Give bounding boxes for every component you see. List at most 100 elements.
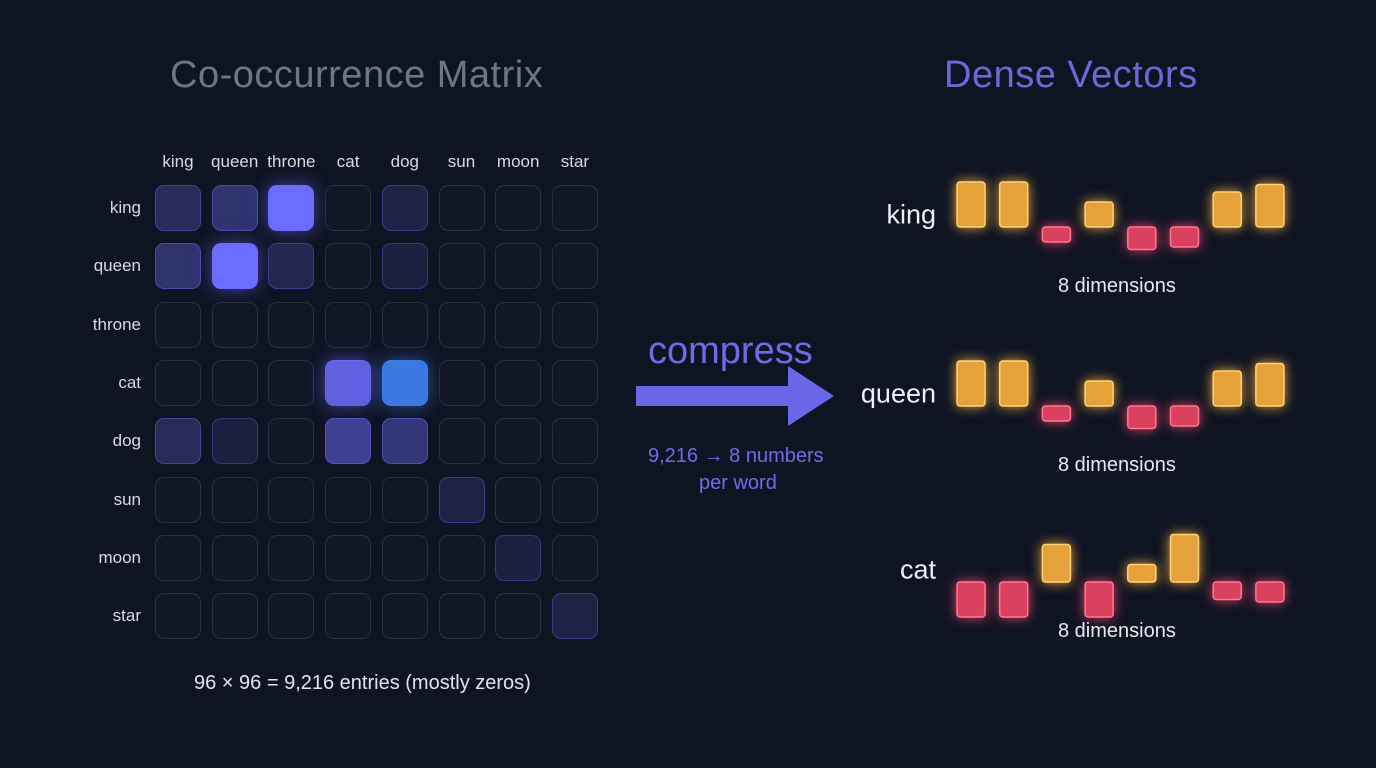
matrix-cell	[268, 418, 315, 465]
matrix-cell	[155, 359, 201, 406]
matrix-cell	[495, 476, 542, 523]
matrix-cell	[495, 534, 542, 581]
column-label-dog: dog	[390, 152, 419, 171]
matrix-cell	[551, 185, 598, 231]
vector-bar	[1127, 226, 1157, 251]
vector-bar	[1212, 370, 1242, 407]
matrix-cell	[381, 359, 428, 406]
matrix-cell	[268, 534, 315, 581]
vector-bar	[998, 181, 1029, 228]
matrix-cell	[211, 301, 258, 348]
vector-word-queen: queen	[860, 378, 936, 409]
matrix-cell	[381, 185, 428, 231]
vector-bar	[956, 360, 986, 407]
matrix-cell	[551, 593, 598, 640]
matrix-cell	[495, 185, 542, 231]
matrix-caption: 96 × 96 = 9,216 entries (mostly zeros)	[194, 672, 531, 694]
matrix-cell	[325, 476, 372, 523]
vector-bar	[1255, 362, 1285, 407]
matrix-cell	[325, 243, 372, 290]
row-label-queen: queen	[93, 256, 141, 276]
matrix-cell	[438, 359, 485, 406]
matrix-cell	[551, 301, 598, 348]
vector-bar	[1169, 405, 1200, 427]
vector-bar	[1084, 380, 1114, 407]
matrix-cell	[268, 185, 315, 231]
matrix-cell	[551, 418, 598, 465]
matrix-cell	[381, 534, 428, 581]
matrix-cell	[495, 359, 542, 406]
compress-label: compress	[648, 330, 813, 372]
vector-bar	[1084, 201, 1114, 228]
column-label-queen: queen	[211, 152, 259, 171]
matrix-cell	[211, 243, 258, 290]
vector-bar	[1169, 533, 1200, 583]
matrix-cell	[495, 418, 542, 465]
vector-bar	[1041, 226, 1072, 243]
vector-bar	[1212, 191, 1242, 228]
matrix-cell	[325, 418, 372, 465]
vector-bar	[1041, 543, 1072, 583]
matrix-cell	[268, 359, 315, 406]
matrix-cell	[268, 476, 315, 523]
matrix-cell	[438, 243, 485, 290]
matrix-cell	[551, 534, 598, 581]
matrix-cell	[325, 185, 372, 231]
compression-stat-unit: per word	[699, 472, 777, 494]
vector-bar	[1127, 563, 1157, 583]
matrix-cell	[155, 185, 201, 231]
matrix-cell	[211, 476, 258, 523]
row-label-moon: moon	[98, 547, 141, 567]
matrix-cell	[551, 359, 598, 406]
matrix-cell	[495, 243, 542, 290]
row-label-throne: throne	[92, 314, 141, 334]
matrix-cell	[211, 418, 258, 465]
vector-bar	[998, 360, 1029, 407]
vector-bar	[1169, 226, 1200, 248]
matrix-cell	[381, 476, 428, 523]
vector-bar	[956, 581, 986, 618]
matrix-cell	[268, 301, 315, 348]
vectors-title: Dense Vectors	[944, 54, 1198, 96]
matrix-cell	[325, 534, 372, 581]
matrix-cell	[381, 593, 428, 640]
matrix-cell	[438, 418, 485, 465]
row-label-star: star	[112, 606, 141, 626]
matrix-cell	[325, 301, 372, 348]
matrix-cell	[438, 534, 485, 581]
matrix-cell	[211, 359, 258, 406]
matrix-cell	[268, 243, 315, 290]
matrix-cell	[495, 593, 542, 640]
matrix-cell	[381, 418, 428, 465]
vector-bars-cat	[956, 533, 1285, 618]
matrix-cell	[438, 593, 485, 640]
matrix-cell	[155, 301, 201, 348]
vector-bar	[1041, 405, 1072, 422]
compression-stat: 9,216 → 8 numbers	[648, 445, 824, 467]
column-label-sun: sun	[447, 152, 476, 171]
matrix-cell	[155, 476, 201, 523]
matrix-cell	[155, 243, 201, 290]
row-label-cat: cat	[118, 372, 141, 392]
vector-bar	[1084, 581, 1114, 618]
row-label-king: king	[109, 198, 141, 217]
matrix-cell	[155, 418, 201, 465]
matrix-cell	[325, 359, 372, 406]
matrix-cell	[495, 301, 542, 348]
row-label-sun: sun	[113, 489, 141, 509]
vector-bar	[1127, 405, 1157, 430]
matrix-title: Co-occurrence Matrix	[170, 54, 544, 96]
dimension-label: 8 dimensions	[1058, 620, 1176, 642]
matrix-cell	[268, 593, 315, 640]
column-label-moon: moon	[496, 152, 540, 171]
arrow-right-icon	[636, 366, 834, 426]
vector-bar	[956, 181, 986, 228]
matrix-cell	[211, 534, 258, 581]
matrix-cell	[155, 534, 201, 581]
matrix-cell	[438, 476, 485, 523]
column-label-king: king	[162, 152, 194, 171]
vector-bar	[1255, 581, 1285, 603]
vector-word-king: king	[886, 199, 936, 230]
matrix-cell	[325, 593, 372, 640]
vector-bar	[1212, 581, 1242, 601]
